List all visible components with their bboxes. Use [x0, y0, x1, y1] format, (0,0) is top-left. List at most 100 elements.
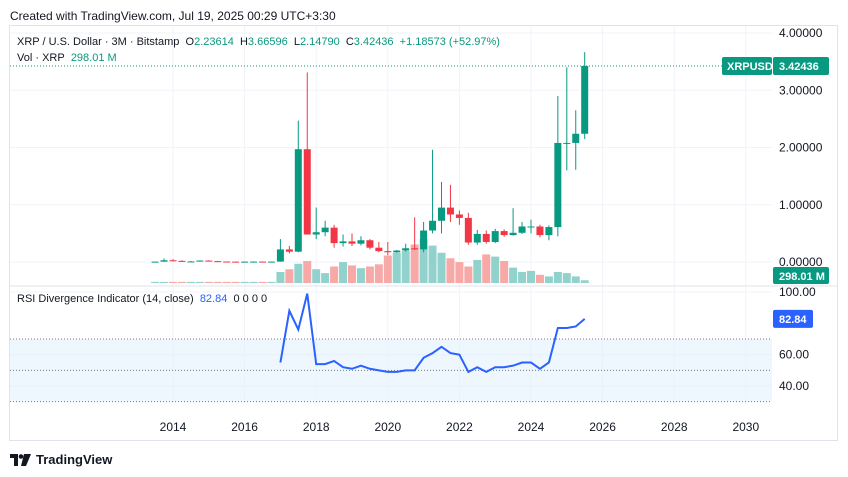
candle-body [187, 261, 195, 263]
candle-body [276, 249, 284, 262]
volume-bar [258, 281, 267, 283]
volume-bar [294, 263, 303, 283]
price-legend: XRP / U.S. Dollar · 3M · Bitstamp O2.236… [17, 36, 500, 48]
candle-body [581, 65, 589, 134]
candle-body [303, 149, 311, 235]
volume-bar [401, 251, 410, 283]
volume-bar [160, 281, 169, 283]
candle-body [527, 226, 535, 228]
candle-body [294, 149, 302, 252]
candle-body [429, 220, 437, 231]
volume-bar [267, 281, 276, 283]
candle-body [500, 231, 508, 236]
price-tick-label: 0.00000 [779, 255, 823, 269]
created-with-text: Created with TradingView.com, Jul 19, 20… [10, 9, 336, 23]
chart-frame [9, 25, 838, 441]
volume-bar [562, 273, 571, 283]
rsi-badge-text: 82.84 [779, 314, 807, 326]
price-tick-label: 3.00000 [779, 83, 823, 97]
high-label: H [239, 36, 248, 48]
open-value: 2.23614 [194, 36, 234, 48]
volume-badge [773, 267, 829, 284]
time-tick-label: 2014 [160, 420, 187, 434]
volume-bar [285, 269, 294, 283]
candle-body [438, 207, 445, 221]
volume-value: 298.01 M [70, 52, 117, 64]
price-badge-text: 3.42436 [779, 61, 819, 73]
rsi-badge [773, 309, 813, 328]
volume-bar [446, 258, 455, 283]
candle-body [366, 240, 374, 248]
candle-body [375, 247, 383, 252]
candle-body [464, 217, 472, 243]
time-tick-label: 2018 [303, 420, 330, 434]
close-label: C [345, 36, 354, 48]
rsi-tick-label: 40.00 [779, 379, 809, 393]
candle-body [384, 251, 392, 253]
close-value: 3.42436 [353, 36, 394, 48]
volume-bar [553, 272, 562, 283]
candle-body [482, 233, 490, 242]
rsi-tick-label: 100.00 [779, 285, 816, 299]
candle-body [321, 227, 329, 233]
candle-body [160, 260, 168, 262]
candle-body [267, 261, 275, 263]
volume-bar [500, 261, 509, 283]
volume-bar [231, 281, 240, 283]
candle-body [357, 240, 365, 244]
volume-label: Vol · XRP [17, 52, 65, 64]
tradingview-footer[interactable]: TradingView [10, 452, 112, 467]
rsi-line [279, 293, 586, 374]
rsi-zeros: 0 0 0 0 [233, 293, 268, 305]
low-label: L [293, 36, 300, 48]
time-tick-label: 2016 [231, 420, 258, 434]
volume-bar [356, 268, 365, 283]
candle-body [455, 214, 463, 218]
time-tick-label: 2024 [518, 420, 545, 434]
candle-body [196, 260, 204, 262]
symbol-badge-text: XRPUSD [727, 61, 773, 73]
candle-body [509, 232, 517, 236]
time-tick-label: 2020 [374, 420, 401, 434]
candle-body [563, 142, 571, 144]
candle-body [214, 261, 222, 263]
low-value: 2.14790 [299, 36, 340, 48]
candle-body [312, 232, 320, 235]
volume-bar [151, 281, 160, 283]
candle-body [250, 261, 258, 263]
tradingview-logo-icon [10, 453, 31, 466]
volume-bar [249, 281, 258, 283]
price-tick-label: 4.00000 [779, 26, 823, 40]
volume-bar [303, 261, 312, 283]
volume-bar [330, 266, 339, 283]
volume-bar [437, 252, 446, 283]
candle-body [339, 241, 347, 244]
volume-bar [535, 274, 544, 283]
volume-bar [213, 281, 222, 283]
volume-bar [348, 265, 356, 283]
rsi-legend: RSI Divergence Indicator (14, close) 82.… [17, 293, 267, 305]
rsi-tick-label: 60.00 [779, 348, 809, 362]
brand-name: TradingView [36, 452, 113, 467]
volume-bar [410, 244, 419, 283]
volume-bar [365, 266, 374, 283]
volume-bar [571, 276, 580, 283]
candle-body [330, 227, 338, 244]
time-tick-label: 2026 [589, 420, 616, 434]
volume-bar [177, 281, 186, 283]
volume-bar [491, 256, 500, 283]
candle-body [241, 261, 249, 263]
volume-bar [544, 276, 553, 283]
rsi-value: 82.84 [199, 293, 228, 305]
candle-body [402, 248, 410, 251]
open-label: O [185, 36, 195, 48]
volume-bar [186, 281, 195, 283]
volume-bar [428, 245, 437, 283]
candle-body [285, 249, 293, 252]
candle-body [169, 260, 177, 262]
high-value: 3.66596 [247, 36, 288, 48]
symbol-title: XRP / U.S. Dollar · 3M · Bitstamp [17, 36, 180, 48]
price-tick-label: 1.00000 [779, 198, 823, 212]
change-value: +1.18573 (+52.97%) [399, 36, 500, 48]
